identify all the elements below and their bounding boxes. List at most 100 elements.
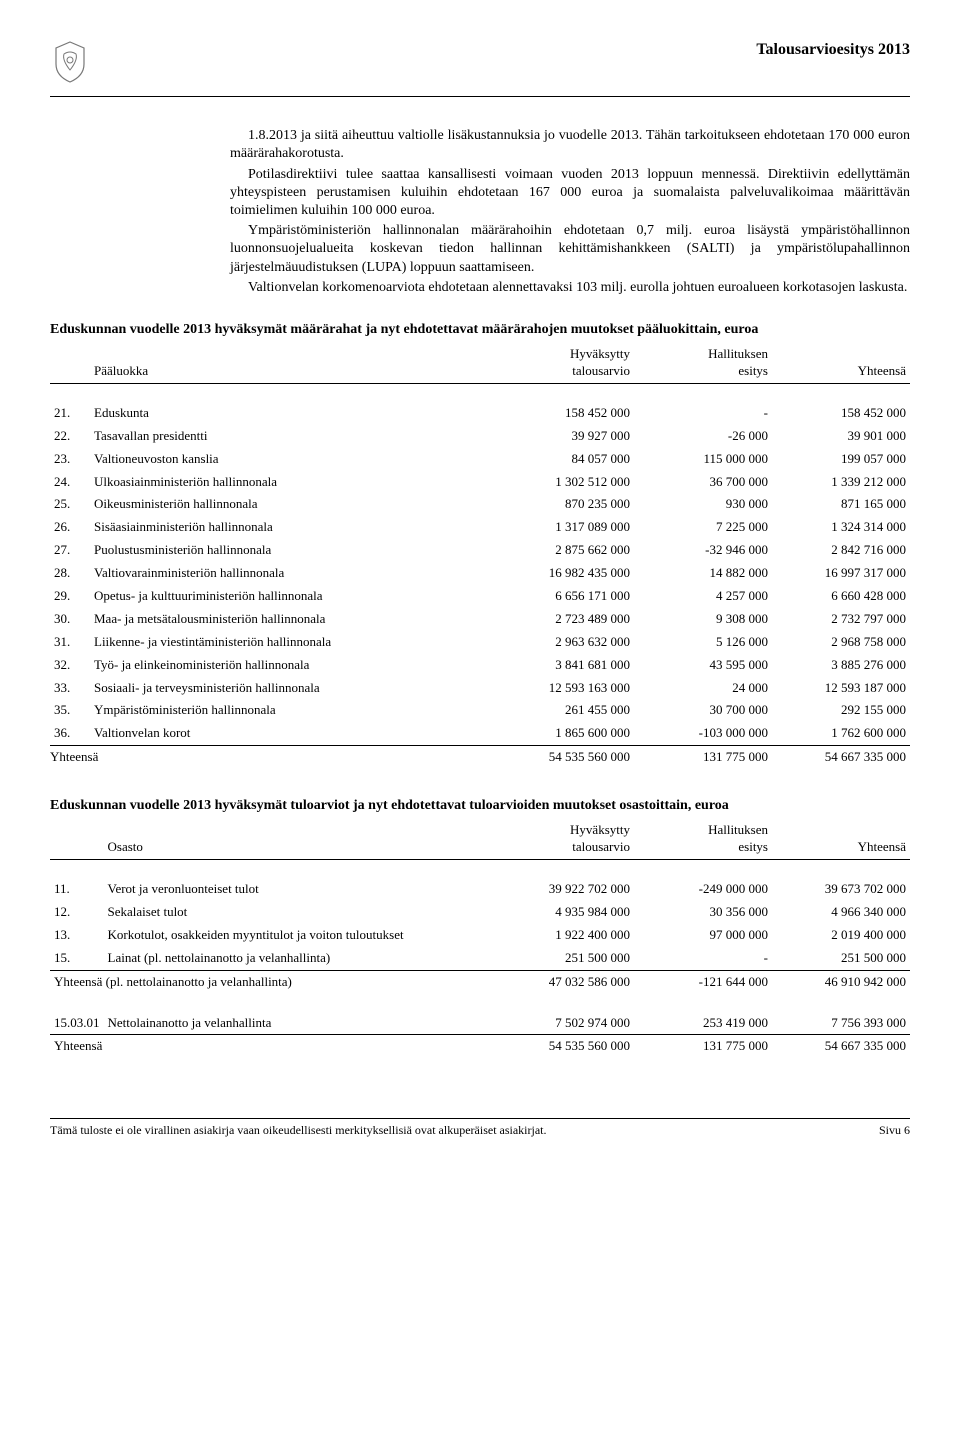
row-val-b: 43 595 000	[634, 654, 772, 677]
row-name: Valtioneuvoston kanslia	[90, 448, 496, 471]
row-val-a: 1 865 600 000	[496, 722, 634, 745]
row-num: 27.	[50, 539, 90, 562]
row-name: Maa- ja metsätalousministeriön hallinnon…	[90, 608, 496, 631]
row-val-c: 7 756 393 000	[772, 1012, 910, 1035]
th-hallituksen: Hallituksenesitys	[634, 343, 772, 383]
table-row: 24.Ulkoasiainministeriön hallinnonala1 3…	[50, 471, 910, 494]
table-row: 13.Korkotulot, osakkeiden myyntitulot ja…	[50, 924, 910, 947]
row-val-a: 16 982 435 000	[496, 562, 634, 585]
table-row: 15.Lainat (pl. nettolainanotto ja velanh…	[50, 947, 910, 970]
row-val-c: 251 500 000	[772, 947, 910, 970]
table-row: 15.03.01Nettolainanotto ja velanhallinta…	[50, 1012, 910, 1035]
body-text: 1.8.2013 ja siitä aiheuttuu valtiolle li…	[230, 127, 910, 297]
row-val-c: 2 968 758 000	[772, 631, 910, 654]
row-val-b: -103 000 000	[634, 722, 772, 745]
row-val-c: 1 324 314 000	[772, 516, 910, 539]
row-val-b: -249 000 000	[634, 878, 772, 901]
row-val-a: 2 723 489 000	[496, 608, 634, 631]
footer-left: Tämä tuloste ei ole virallinen asiakirja…	[50, 1123, 547, 1139]
paragraph: Potilasdirektiivi tulee saattaa kansalli…	[230, 166, 910, 221]
row-num: 28.	[50, 562, 90, 585]
row-name: Verot ja veronluonteiset tulot	[104, 878, 497, 901]
table-row: 22.Tasavallan presidentti39 927 000-26 0…	[50, 425, 910, 448]
row-val-b: -32 946 000	[634, 539, 772, 562]
row-val-a: 158 452 000	[496, 402, 634, 425]
row-val-a: 870 235 000	[496, 493, 634, 516]
row-num: 36.	[50, 722, 90, 745]
row-name: Sekalaiset tulot	[104, 901, 497, 924]
total-a: 54 535 560 000	[496, 746, 634, 769]
table-row: 11.Verot ja veronluonteiset tulot39 922 …	[50, 878, 910, 901]
th-yhteensa: Yhteensä	[772, 343, 910, 383]
row-name: Oikeusministeriön hallinnonala	[90, 493, 496, 516]
row-val-a: 39 922 702 000	[496, 878, 634, 901]
paragraph: Valtionvelan korkomenoarviota ehdotetaan…	[230, 279, 910, 297]
th-hallituksen: Hallituksenesitys	[634, 819, 772, 859]
row-val-c: 4 966 340 000	[772, 901, 910, 924]
table-row: 12.Sekalaiset tulot4 935 984 00030 356 0…	[50, 901, 910, 924]
row-val-a: 1 302 512 000	[496, 471, 634, 494]
th-paaluokka: Pääluokka	[90, 343, 496, 383]
row-val-a: 7 502 974 000	[496, 1012, 634, 1035]
total-a: 54 535 560 000	[496, 1035, 634, 1058]
row-val-c: 2 842 716 000	[772, 539, 910, 562]
row-val-c: 6 660 428 000	[772, 585, 910, 608]
subtotal-a: 47 032 586 000	[496, 970, 634, 993]
row-num: 35.	[50, 699, 90, 722]
row-val-c: 1 762 600 000	[772, 722, 910, 745]
row-num: 31.	[50, 631, 90, 654]
row-val-b: 115 000 000	[634, 448, 772, 471]
row-val-a: 251 500 000	[496, 947, 634, 970]
row-name: Lainat (pl. nettolainanotto ja velanhall…	[104, 947, 497, 970]
row-num: 23.	[50, 448, 90, 471]
row-name: Sosiaali- ja terveysministeriön hallinno…	[90, 677, 496, 700]
row-name: Työ- ja elinkeinoministeriön hallinnonal…	[90, 654, 496, 677]
th-osasto: Osasto	[104, 819, 497, 859]
crest-icon	[50, 40, 90, 90]
table1: Pääluokka Hyväksyttytalousarvio Hallituk…	[50, 343, 910, 769]
subtotal-c: 46 910 942 000	[772, 970, 910, 993]
row-val-a: 2 875 662 000	[496, 539, 634, 562]
row-val-b: 14 882 000	[634, 562, 772, 585]
table-row: 36.Valtionvelan korot1 865 600 000-103 0…	[50, 722, 910, 745]
row-val-c: 12 593 187 000	[772, 677, 910, 700]
row-num: 26.	[50, 516, 90, 539]
row-name: Tasavallan presidentti	[90, 425, 496, 448]
row-name: Eduskunta	[90, 402, 496, 425]
row-val-a: 3 841 681 000	[496, 654, 634, 677]
row-val-b: 9 308 000	[634, 608, 772, 631]
th-hyvaksytty: Hyväksyttytalousarvio	[496, 819, 634, 859]
row-num: 12.	[50, 901, 104, 924]
page-footer: Tämä tuloste ei ole virallinen asiakirja…	[50, 1118, 910, 1139]
total-b: 131 775 000	[634, 1035, 772, 1058]
table-row: 21.Eduskunta158 452 000-158 452 000	[50, 402, 910, 425]
row-num: 11.	[50, 878, 104, 901]
row-name: Sisäasiainministeriön hallinnonala	[90, 516, 496, 539]
row-val-b: 253 419 000	[634, 1012, 772, 1035]
table-row: 30.Maa- ja metsätalousministeriön hallin…	[50, 608, 910, 631]
row-val-c: 16 997 317 000	[772, 562, 910, 585]
row-name: Korkotulot, osakkeiden myyntitulot ja vo…	[104, 924, 497, 947]
th-blank	[50, 343, 90, 383]
row-val-a: 39 927 000	[496, 425, 634, 448]
table-subtotal-row: Yhteensä (pl. nettolainanotto ja velanha…	[50, 970, 910, 993]
table-total-row: Yhteensä54 535 560 000131 775 00054 667 …	[50, 746, 910, 769]
table-row: 31.Liikenne- ja viestintäministeriön hal…	[50, 631, 910, 654]
row-val-c: 199 057 000	[772, 448, 910, 471]
row-name: Opetus- ja kulttuuriministeriön hallinno…	[90, 585, 496, 608]
subtotal-b: -121 644 000	[634, 970, 772, 993]
row-val-b: -	[634, 947, 772, 970]
table2: Osasto Hyväksyttytalousarvio Hallituksen…	[50, 819, 910, 1058]
row-name: Valtionvelan korot	[90, 722, 496, 745]
table-row: 27.Puolustusministeriön hallinnonala2 87…	[50, 539, 910, 562]
row-num: 15.03.01	[50, 1012, 104, 1035]
row-num: 30.	[50, 608, 90, 631]
table1-title: Eduskunnan vuodelle 2013 hyväksymät määr…	[50, 321, 910, 339]
row-val-c: 39 901 000	[772, 425, 910, 448]
row-val-b: 97 000 000	[634, 924, 772, 947]
row-val-b: 4 257 000	[634, 585, 772, 608]
total-b: 131 775 000	[634, 746, 772, 769]
table-row: 28.Valtiovarainministeriön hallinnonala1…	[50, 562, 910, 585]
row-val-a: 2 963 632 000	[496, 631, 634, 654]
table-row: 32.Työ- ja elinkeinoministeriön hallinno…	[50, 654, 910, 677]
